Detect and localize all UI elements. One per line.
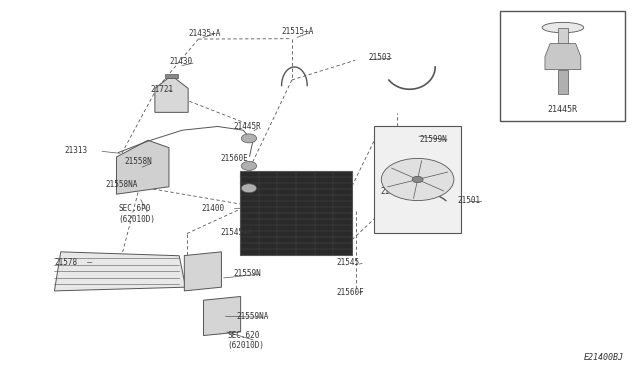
Bar <box>374 126 461 232</box>
Text: 21721: 21721 <box>150 85 173 94</box>
Circle shape <box>412 176 423 183</box>
Text: 21430: 21430 <box>170 57 193 66</box>
Text: 21590: 21590 <box>381 187 404 196</box>
Polygon shape <box>54 252 186 291</box>
Circle shape <box>241 184 257 193</box>
Text: 21445R: 21445R <box>234 122 261 131</box>
Bar <box>165 74 178 78</box>
Bar <box>558 28 568 44</box>
Text: 21313: 21313 <box>64 146 87 155</box>
Text: 21560E: 21560E <box>221 154 248 163</box>
Ellipse shape <box>542 22 584 33</box>
Text: 21599N: 21599N <box>419 135 447 144</box>
Text: 21400: 21400 <box>202 204 225 213</box>
Text: 21545+A: 21545+A <box>221 228 253 237</box>
Circle shape <box>381 158 454 201</box>
Polygon shape <box>204 296 241 336</box>
Bar <box>558 70 568 94</box>
Text: 21560F: 21560F <box>336 288 364 296</box>
Text: 21503: 21503 <box>368 53 391 62</box>
Text: 21559N: 21559N <box>234 269 261 278</box>
Polygon shape <box>184 252 221 291</box>
Bar <box>500 11 625 121</box>
Text: 21559NA: 21559NA <box>237 312 269 321</box>
Text: 21515+A: 21515+A <box>282 27 314 36</box>
Text: 21578: 21578 <box>54 258 77 267</box>
Circle shape <box>241 134 257 143</box>
Text: 21501: 21501 <box>458 196 481 205</box>
Text: 21545: 21545 <box>336 258 359 267</box>
Text: 21445R: 21445R <box>548 105 578 114</box>
Text: E21400BJ: E21400BJ <box>584 353 624 362</box>
Text: SEC.6P0
(62010D): SEC.6P0 (62010D) <box>118 204 156 224</box>
Text: 21558NA: 21558NA <box>106 180 138 189</box>
Text: SEC.620
(62010D): SEC.620 (62010D) <box>227 331 264 350</box>
Polygon shape <box>545 44 581 70</box>
Text: 21435+A: 21435+A <box>189 29 221 38</box>
Polygon shape <box>116 140 169 194</box>
Circle shape <box>241 161 257 170</box>
Polygon shape <box>240 171 352 255</box>
Polygon shape <box>155 78 188 112</box>
Text: 21558N: 21558N <box>125 157 152 166</box>
